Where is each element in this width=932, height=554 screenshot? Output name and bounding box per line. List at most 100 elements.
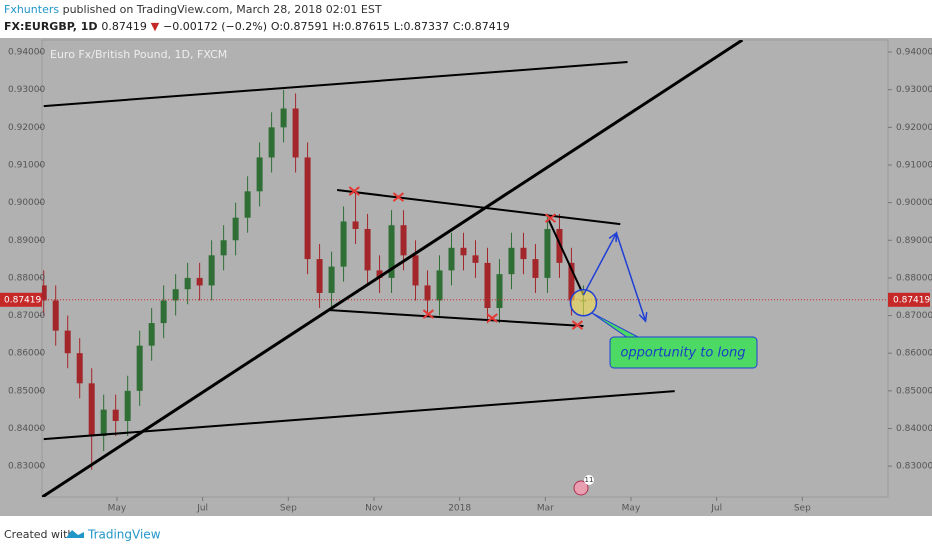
x-tick-label: Jul (196, 504, 208, 514)
candle-body (256, 157, 263, 192)
close: C:0.87419 (453, 20, 510, 33)
candle-body (280, 108, 287, 128)
candle-body (364, 228, 371, 271)
x-marker (486, 313, 498, 323)
brand-logo (66, 530, 84, 538)
y-tick-label: 0.92000 (896, 123, 932, 133)
last-price-label: 0.87419 (893, 295, 930, 305)
event-count: 11 (585, 476, 594, 484)
x-marker (571, 320, 584, 330)
candle-body (292, 108, 299, 158)
x-tick-label: Jul (710, 504, 722, 514)
candle-body (304, 157, 311, 260)
candle-body (496, 274, 503, 309)
x-tick-label: May (622, 504, 641, 514)
x-marker (348, 186, 360, 196)
candle-body (220, 240, 227, 256)
callout-text: opportunity to long (620, 346, 745, 361)
change-arrow: ▼ (151, 20, 160, 33)
candle-body (172, 289, 179, 301)
y-tick-label: 0.93000 (896, 85, 932, 95)
candle-body (100, 409, 107, 437)
candle-body (436, 270, 443, 301)
candle-body (328, 266, 335, 293)
plot-area (41, 39, 889, 498)
candle-body (124, 390, 131, 421)
candle-body (400, 225, 407, 256)
candle-body (316, 259, 323, 293)
candle-body (160, 300, 167, 324)
x-tick-label: Mar (537, 504, 554, 514)
last-price-tag (0, 292, 42, 307)
candle-body (88, 383, 95, 437)
y-tick-label: 0.87000 (8, 311, 45, 321)
x-marker (392, 192, 405, 202)
author[interactable]: Fxhunters (4, 3, 59, 16)
candle-body (136, 345, 143, 391)
candle-body (556, 228, 563, 263)
candle-body (148, 323, 155, 346)
candle-body (544, 228, 551, 278)
y-tick-label: 0.89000 (896, 236, 932, 246)
y-tick-label: 0.91000 (8, 160, 45, 170)
trendline (43, 390, 675, 441)
y-tick-label: 0.88000 (896, 273, 932, 283)
candle-body (76, 353, 83, 384)
y-tick-label: 0.84000 (8, 424, 45, 434)
footer-brand[interactable]: TradingView (87, 528, 161, 542)
low: L:0.87337 (394, 20, 449, 33)
symbol: FX:EURGBP, 1D (4, 20, 98, 33)
y-tick-label: 0.85000 (896, 386, 932, 396)
last-price-label: 0.87419 (4, 295, 41, 305)
candle-body (388, 225, 395, 278)
event-badge (573, 480, 589, 496)
candle-body (568, 262, 575, 301)
trendline (328, 309, 584, 328)
trendline (337, 189, 621, 226)
plot-content: opportunity to long 11 (42, 40, 888, 497)
candle-body (64, 330, 71, 354)
candle-body (472, 255, 479, 263)
candle-body (42, 285, 47, 301)
candle-body (520, 247, 527, 260)
y-tick-label: 0.87000 (896, 311, 932, 321)
y-tick-label: 0.94000 (896, 48, 932, 58)
x-tick-label: 2018 (448, 504, 471, 514)
event-count-bg (584, 475, 594, 485)
candle-body (52, 300, 59, 331)
header-line: Fxhunters published on TradingView.com, … (4, 3, 382, 16)
x-tick-label: Nov (365, 504, 383, 514)
trendline (42, 40, 744, 497)
chart-title: Euro Fx/British Pound, 1D, FXCM (50, 48, 227, 61)
candle-body (268, 127, 275, 158)
high: H:0.87615 (332, 20, 389, 33)
y-tick-label: 0.90000 (896, 198, 932, 208)
candle-body (232, 217, 239, 241)
candle-body (208, 255, 215, 286)
candle-body (184, 277, 191, 290)
published: published on TradingView.com, March 28, … (63, 3, 382, 16)
open: O:0.87591 (271, 20, 329, 33)
candle-body (484, 262, 491, 309)
trendline (547, 218, 585, 296)
y-tick-label: 0.83000 (896, 462, 932, 472)
price: 0.87419 (101, 20, 147, 33)
y-tick-label: 0.89000 (8, 236, 45, 246)
y-tick-label: 0.85000 (8, 386, 45, 396)
y-tick-label: 0.90000 (8, 198, 45, 208)
callout-box (609, 336, 758, 369)
y-tick-label: 0.86000 (896, 349, 932, 359)
candle-body (532, 259, 539, 278)
candle-body (412, 255, 419, 286)
candle-body (340, 221, 347, 267)
y-tick-label: 0.91000 (896, 160, 932, 170)
candle-body (244, 191, 251, 218)
x-tick-label: May (108, 504, 127, 514)
candle-body (424, 285, 431, 301)
x-marker (422, 309, 435, 319)
y-tick-label: 0.83000 (8, 462, 45, 472)
y-tick-label: 0.92000 (8, 123, 45, 133)
candle-body (112, 409, 119, 421)
footer-created: Created with (4, 528, 74, 541)
